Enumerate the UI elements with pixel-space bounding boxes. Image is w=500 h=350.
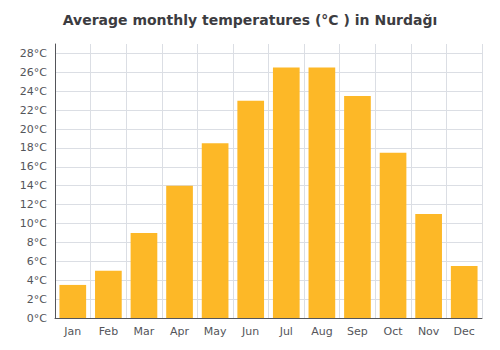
svg-text:10°C: 10°C — [20, 217, 47, 230]
svg-text:Aug: Aug — [311, 325, 332, 338]
svg-text:20°C: 20°C — [20, 123, 47, 136]
svg-text:Jan: Jan — [63, 325, 81, 338]
svg-text:2°C: 2°C — [27, 293, 47, 306]
svg-text:12°C: 12°C — [20, 198, 47, 211]
svg-text:26°C: 26°C — [20, 66, 47, 79]
svg-text:Sep: Sep — [347, 325, 368, 338]
svg-text:Oct: Oct — [384, 325, 404, 338]
svg-text:4°C: 4°C — [27, 274, 47, 287]
svg-text:Mar: Mar — [134, 325, 155, 338]
svg-text:14°C: 14°C — [20, 179, 47, 192]
svg-text:Jun: Jun — [241, 325, 259, 338]
svg-text:24°C: 24°C — [20, 85, 47, 98]
svg-text:Dec: Dec — [454, 325, 475, 338]
svg-text:22°C: 22°C — [20, 104, 47, 117]
svg-text:16°C: 16°C — [20, 160, 47, 173]
svg-text:May: May — [204, 325, 227, 338]
svg-text:0°C: 0°C — [27, 312, 47, 325]
svg-text:28°C: 28°C — [20, 47, 47, 60]
svg-text:Nov: Nov — [418, 325, 440, 338]
svg-text:Average monthly temperatures (: Average monthly temperatures (°C ) in Nu… — [63, 12, 438, 28]
svg-text:6°C: 6°C — [27, 255, 47, 268]
svg-text:Feb: Feb — [99, 325, 118, 338]
svg-text:18°C: 18°C — [20, 141, 47, 154]
svg-text:8°C: 8°C — [27, 236, 47, 249]
svg-text:Apr: Apr — [170, 325, 190, 338]
svg-text:Jul: Jul — [279, 325, 293, 338]
